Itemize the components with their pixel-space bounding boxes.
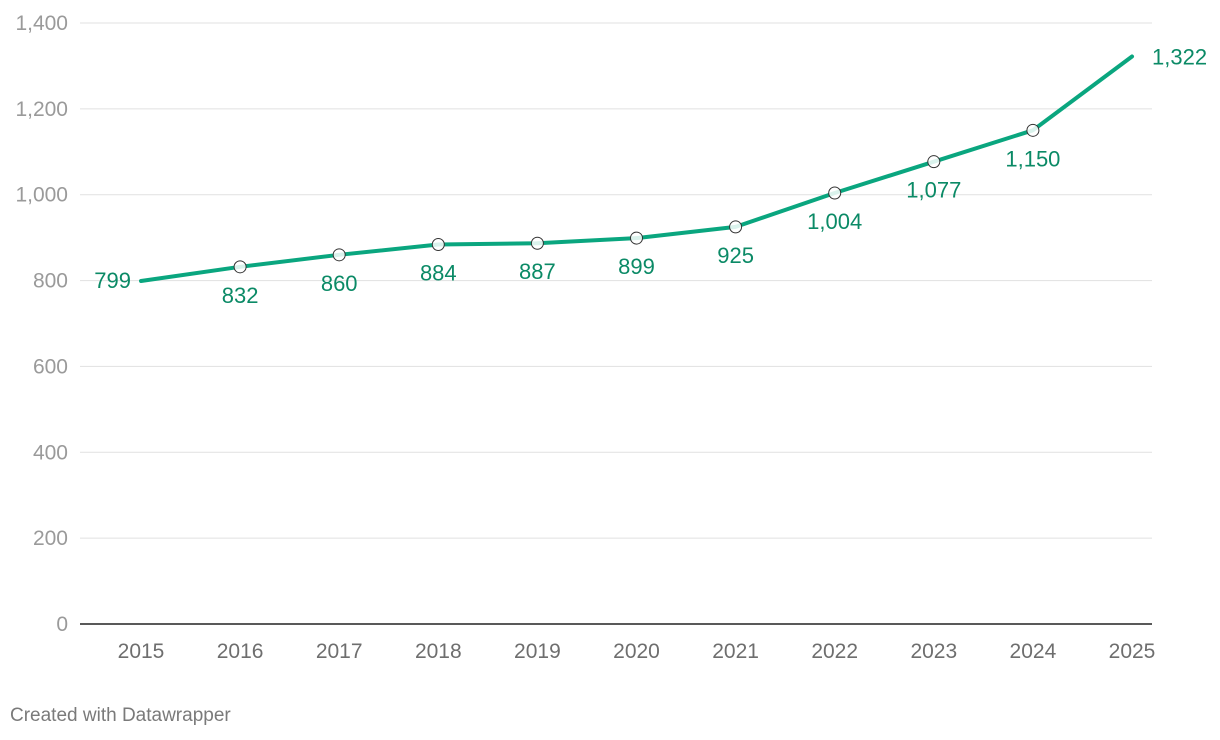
x-tick-label: 2016 xyxy=(217,640,264,663)
data-point-marker xyxy=(1026,123,1040,137)
data-label: 799 xyxy=(94,268,131,293)
data-point-marker xyxy=(927,155,941,169)
x-axis-ticks: 2015 2016 2017 2018 2019 2020 2021 2022 2023 2024… xyxy=(118,640,1156,663)
data-labels: 799 832 860 884 887 899 925 1,004 1,077 1,150 1,32… xyxy=(94,44,1207,307)
x-tick-label: 2025 xyxy=(1109,640,1156,663)
x-tick-label: 2024 xyxy=(1010,640,1057,663)
data-label: 899 xyxy=(618,254,655,279)
data-point-marker xyxy=(332,248,346,262)
data-label: 1,004 xyxy=(807,209,862,234)
data-label: 832 xyxy=(222,283,259,308)
data-label: 1,150 xyxy=(1005,146,1060,171)
data-label: 925 xyxy=(717,243,754,268)
data-label: 1,077 xyxy=(906,178,961,203)
x-tick-label: 2019 xyxy=(514,640,561,663)
data-point-marker xyxy=(431,238,445,252)
data-point-markers xyxy=(233,123,1040,274)
data-point-marker xyxy=(630,231,643,245)
x-tick-label: 2017 xyxy=(316,640,363,663)
y-tick-label: 600 xyxy=(33,355,68,378)
x-tick-label: 2020 xyxy=(613,640,660,663)
y-tick-label: 1,200 xyxy=(15,98,68,121)
data-point-marker xyxy=(828,186,842,200)
x-tick-label: 2023 xyxy=(910,640,957,663)
data-label: 1,322 xyxy=(1152,44,1207,69)
y-tick-label: 400 xyxy=(33,441,68,464)
x-tick-label: 2022 xyxy=(811,640,858,663)
data-label: 884 xyxy=(420,261,457,286)
y-tick-label: 1,000 xyxy=(15,184,68,207)
x-tick-label: 2015 xyxy=(118,640,165,663)
data-label: 887 xyxy=(519,259,556,284)
gridlines xyxy=(80,22,1152,625)
x-tick-label: 2021 xyxy=(712,640,759,663)
data-point-marker xyxy=(233,260,247,274)
credit-text: Created with Datawrapper xyxy=(10,705,231,726)
y-tick-label: 800 xyxy=(33,270,68,293)
y-tick-label: 0 xyxy=(56,613,68,636)
y-tick-label: 200 xyxy=(33,527,68,550)
data-point-marker xyxy=(530,236,544,250)
y-axis-ticks: 0 200 400 600 800 1,000 1,200 1,400 xyxy=(15,12,68,636)
y-tick-label: 1,400 xyxy=(15,12,68,35)
series-line xyxy=(139,54,1134,283)
data-label: 860 xyxy=(321,271,358,296)
x-tick-label: 2018 xyxy=(415,640,462,663)
data-point-marker xyxy=(729,220,743,234)
